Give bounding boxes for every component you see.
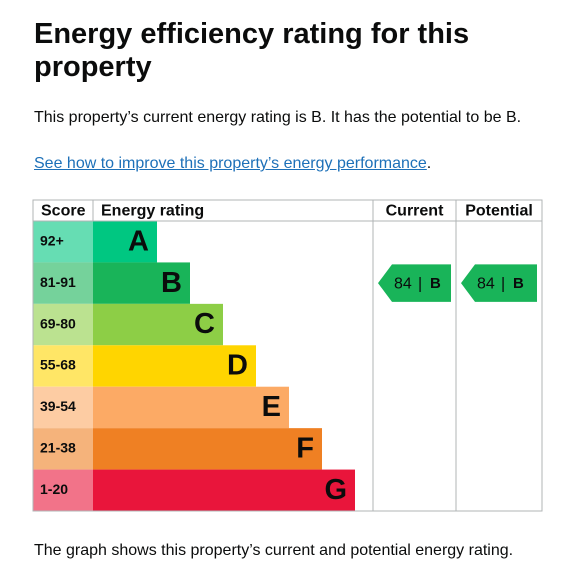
- rating-letter: G: [324, 474, 347, 506]
- current-score: 84: [394, 275, 412, 292]
- current-arrow: [378, 264, 451, 302]
- score-label: 69-80: [40, 315, 76, 331]
- score-cell: [33, 386, 93, 429]
- link-line: See how to improve this property’s energ…: [34, 155, 431, 173]
- potential-separator: |: [501, 275, 505, 292]
- score-label: 55-68: [40, 357, 76, 373]
- rating-letter: B: [161, 267, 182, 299]
- link-suffix: .: [426, 155, 432, 172]
- score-label: 21-38: [40, 440, 76, 456]
- rating-bar: [93, 303, 223, 346]
- potential-score: 84: [477, 275, 495, 292]
- score-label: 1-20: [40, 481, 68, 497]
- page-title: Energy efficiency rating for this proper…: [34, 18, 470, 83]
- footer-text: The graph shows this property’s current …: [34, 542, 514, 559]
- rating-letter: F: [296, 433, 314, 465]
- current-separator: |: [418, 275, 422, 292]
- intro-text: This property’s current energy rating is…: [34, 109, 522, 126]
- rating-letter: D: [227, 350, 248, 382]
- rating-letter: C: [194, 308, 215, 340]
- score-cell: [33, 262, 93, 304]
- score-cell: [33, 303, 93, 346]
- rating-letter: E: [262, 391, 281, 423]
- rating-bar: [93, 386, 289, 429]
- improve-link[interactable]: See how to improve this property’s energ…: [34, 155, 427, 172]
- score-label: 81-91: [40, 274, 76, 290]
- rating-bar: [93, 469, 355, 511]
- score-cell: [33, 221, 93, 263]
- table-border: [32, 199, 543, 512]
- score-label: 39-54: [40, 398, 76, 414]
- potential-band: B: [513, 275, 524, 292]
- rating-bar: [93, 345, 256, 387]
- score-cell: [33, 345, 93, 387]
- current-band: B: [430, 275, 441, 292]
- column-header: Potential: [465, 203, 533, 220]
- rating-bar: [93, 428, 322, 470]
- score-cell: [33, 428, 93, 470]
- column-header: Current: [386, 203, 444, 220]
- rating-letter: A: [128, 225, 149, 257]
- column-header: Score: [41, 203, 86, 220]
- rating-bar: [93, 221, 157, 263]
- rating-bar: [93, 262, 190, 304]
- score-cell: [33, 469, 93, 511]
- potential-arrow: [461, 264, 537, 302]
- score-label: 92+: [40, 232, 64, 248]
- column-header: Energy rating: [101, 203, 204, 220]
